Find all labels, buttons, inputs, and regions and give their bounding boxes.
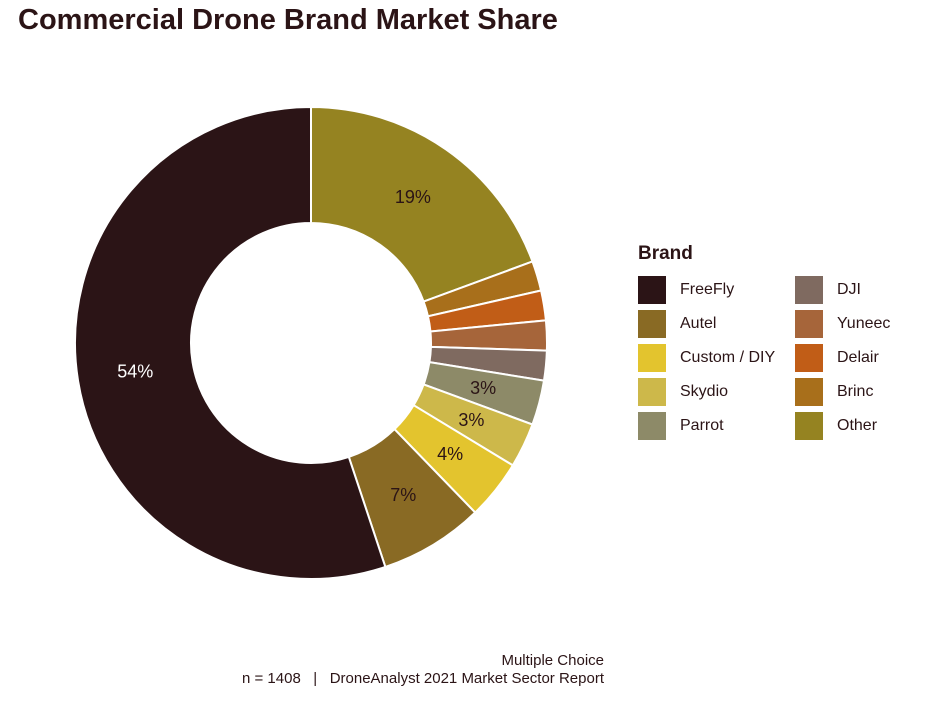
legend-label-parrot: Parrot [680,417,724,434]
slice-freefly [74,105,387,580]
legend: Brand FreeFly Autel Custom / DIY Skydio Parr… [638,243,915,443]
legend-swatch-autel [638,310,666,338]
legend-label-other: Other [837,417,878,434]
legend-label-yuneec: Yuneec [837,315,891,332]
legend-swatch-custom-diy [638,344,666,372]
legend-swatch-other [795,412,823,440]
slice-label-custom-diy: 4% [437,444,463,464]
legend-label-custom-diy: Custom / DIY [680,349,776,366]
legend-swatch-brinc [795,378,823,406]
legend-swatch-yuneec [795,310,823,338]
donut-slices [74,105,548,580]
legend-item-parrot: Parrot [638,409,795,443]
legend-label-autel: Autel [680,315,717,332]
legend-label-delair: Delair [837,349,879,366]
legend-item-delair: Delair [795,341,915,375]
legend-item-freefly: FreeFly [638,273,795,307]
legend-label-freefly: FreeFly [680,281,735,298]
legend-item-brinc: Brinc [795,375,915,409]
slice-label-parrot: 3% [470,378,496,398]
legend-swatch-delair [795,344,823,372]
legend-items: FreeFly Autel Custom / DIY Skydio Parrot DJI Y… [638,273,915,443]
legend-item-yuneec: Yuneec [795,307,915,341]
caption-line-2: n = 1408 | DroneAnalyst 2021 Market Sect… [241,670,604,687]
slice-label-freefly: 54% [117,361,153,381]
donut-slice-labels: 19% 3% 3% 4% 7% 54% [117,187,496,505]
legend-swatch-freefly [638,276,666,304]
slice-label-other: 19% [395,187,431,207]
slice-label-skydio: 3% [458,410,484,430]
slice-label-autel: 7% [390,485,416,505]
legend-item-skydio: Skydio [638,375,795,409]
legend-swatch-skydio [638,378,666,406]
slice-other [310,105,534,303]
legend-label-brinc: Brinc [837,383,874,400]
legend-item-custom-diy: Custom / DIY [638,341,795,375]
legend-label-dji: DJI [837,281,861,298]
legend-swatch-dji [795,276,823,304]
legend-label-skydio: Skydio [680,383,729,400]
caption: Multiple Choice n = 1408 | DroneAnalyst … [242,652,604,688]
legend-title: Brand [638,243,693,264]
legend-item-other: Other [795,409,915,443]
legend-item-dji: DJI [795,273,915,307]
chart-title: Commercial Drone Brand Market Share [18,4,558,36]
legend-swatch-parrot [638,412,666,440]
caption-line-1: Multiple Choice [501,652,604,669]
legend-item-autel: Autel [638,307,795,341]
